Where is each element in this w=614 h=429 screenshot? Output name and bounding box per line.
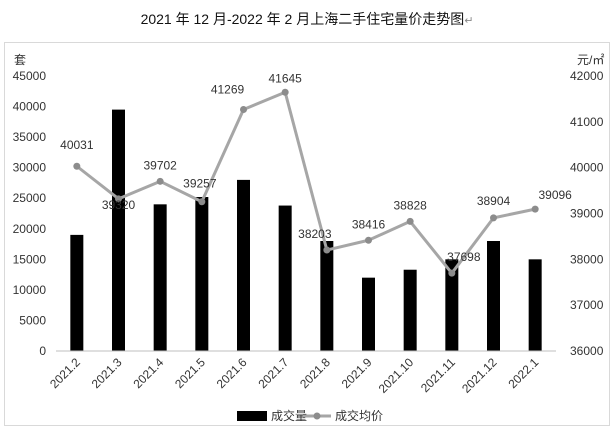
legend: 成交量 成交均价	[237, 408, 383, 423]
left-tick-label: 35000	[13, 130, 47, 144]
right-tick-label: 39000	[570, 207, 604, 221]
chart-frame	[4, 42, 610, 426]
return-mark-icon: ↵	[464, 15, 474, 27]
bar	[237, 179, 250, 351]
right-tick-label: 42000	[570, 69, 604, 83]
price-data-label: 39257	[183, 177, 217, 191]
price-data-label: 41645	[268, 71, 302, 85]
right-tick-label: 40000	[570, 161, 604, 175]
left-tick-label: 45000	[13, 69, 47, 83]
bar-series	[70, 109, 542, 351]
right-tick-label: 37000	[570, 298, 604, 312]
legend-bar-swatch	[237, 411, 267, 421]
x-tick-label: 2021.5	[172, 355, 208, 391]
price-point	[198, 198, 206, 206]
price-point	[73, 162, 81, 170]
price-point	[406, 217, 414, 225]
x-tick-label: 2021.12	[459, 355, 500, 396]
right-tick-label: 41000	[570, 115, 604, 129]
left-tick-label: 15000	[13, 252, 47, 266]
price-data-label: 39096	[538, 188, 572, 202]
price-data-label: 38203	[298, 227, 332, 241]
price-data-label: 39320	[102, 198, 136, 212]
bar	[153, 204, 167, 351]
right-axis-ticks: 36000 37000 38000 39000 40000 41000 42000	[570, 69, 604, 358]
line-series: 40031 39320 39702 39257 41269 41645 38203 38416…	[60, 71, 572, 277]
left-tick-label: 20000	[13, 222, 47, 236]
bar	[528, 259, 542, 351]
bar	[403, 269, 417, 351]
x-tick-label: 2021.6	[214, 355, 250, 391]
x-tick-label: 2021.9	[339, 355, 375, 391]
left-axis-unit: 套	[14, 53, 26, 67]
right-tick-label: 38000	[570, 252, 604, 266]
left-tick-label: 0	[39, 344, 46, 358]
price-point	[490, 214, 497, 222]
legend-line-label: 成交均价	[335, 408, 383, 423]
x-tick-label: 2021.8	[297, 355, 333, 391]
legend-line-marker	[313, 412, 321, 420]
price-point	[365, 236, 372, 244]
price-data-label: 38416	[352, 217, 386, 231]
bar	[487, 241, 500, 351]
legend-bar-label: 成交量	[271, 408, 307, 423]
left-tick-label: 30000	[13, 161, 47, 175]
x-axis-ticks: 2021.2 2021.3 2021.4 2021.5 2021.6 2021.7 2021…	[47, 355, 541, 396]
x-tick-label: 2021.10	[376, 355, 417, 396]
right-tick-label: 36000	[570, 344, 604, 358]
left-tick-label: 25000	[13, 191, 47, 205]
price-point	[115, 195, 122, 203]
x-tick-label: 2021.2	[47, 355, 83, 391]
bar	[320, 241, 334, 351]
price-data-label: 40031	[60, 138, 94, 152]
bar	[195, 197, 209, 351]
bar	[70, 234, 84, 351]
price-point	[448, 269, 456, 277]
price-data-label: 37698	[447, 250, 481, 264]
x-tick-label: 2021.4	[130, 355, 166, 391]
x-tick-label: 2021.7	[255, 355, 291, 391]
x-tick-label: 2021.11	[418, 355, 458, 395]
price-data-label: 41269	[211, 83, 245, 97]
chart-title-text: 2021 年 12 月-2022 年 2 月上海二手住宅量价走势图	[140, 11, 465, 27]
bar	[112, 109, 125, 351]
left-axis-ticks: 0 5000 10000 15000 20000 25000 30000 35000 40000…	[13, 69, 47, 358]
x-tick-label: 2021.3	[89, 355, 125, 391]
price-point	[323, 246, 331, 254]
bar	[278, 205, 292, 351]
x-tick-label: 2022.1	[505, 355, 541, 391]
left-tick-label: 10000	[13, 283, 47, 297]
left-tick-label: 40000	[13, 100, 47, 114]
left-tick-label: 5000	[19, 313, 46, 327]
price-point	[240, 106, 247, 114]
chart-title: 2021 年 12 月-2022 年 2 月上海二手住宅量价走势图↵	[0, 9, 614, 29]
price-line	[75, 90, 536, 275]
bar	[445, 259, 459, 351]
price-point	[281, 88, 289, 96]
bar	[362, 277, 375, 351]
price-point	[156, 177, 164, 185]
price-data-label: 38904	[477, 194, 511, 208]
price-point	[531, 205, 539, 213]
price-data-label: 39702	[143, 158, 177, 172]
right-axis-unit: 元/㎡	[577, 53, 604, 67]
price-data-label: 38828	[393, 198, 427, 212]
